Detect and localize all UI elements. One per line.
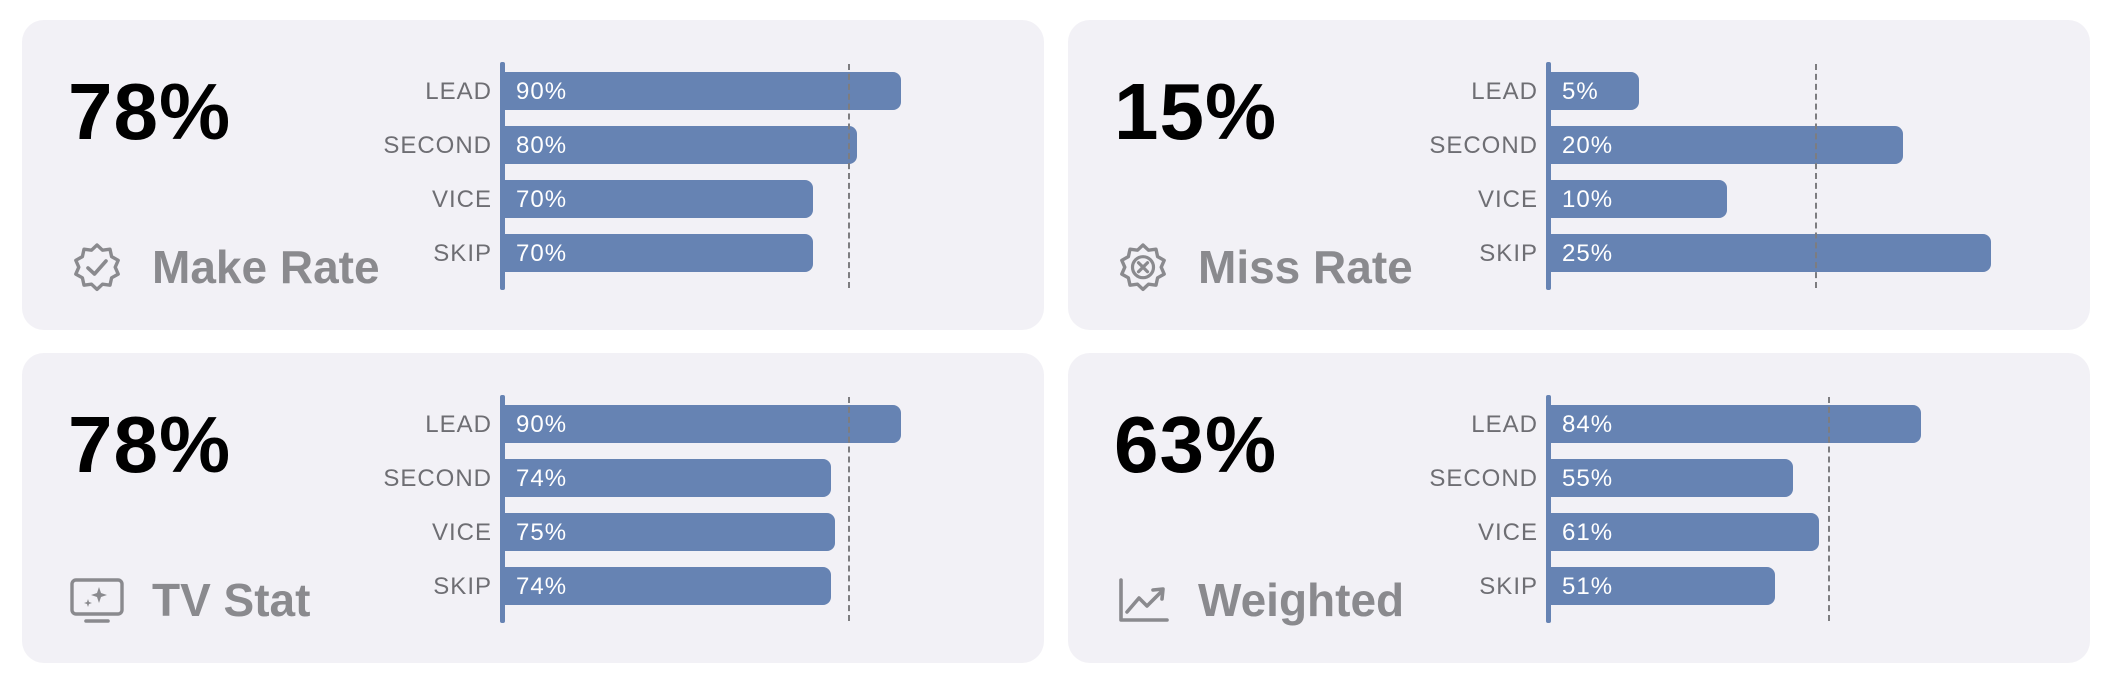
bar-second [1551, 126, 1903, 164]
stat-card-miss-rate: 15% Miss Rate LEAD 5% SECOND 20% VICE 10% SKIP… [1068, 20, 2090, 330]
category-label: VICE [431, 186, 492, 213]
bar-skip [1551, 567, 1776, 605]
category-label: SECOND [383, 465, 492, 492]
category-label: SECOND [1429, 132, 1538, 159]
stat-card-tv-stat: 78% TV Stat LEAD 90% SECOND 74% VICE 75% SKIP 7… [22, 353, 1044, 663]
stat-label-text: Miss Rate [1198, 241, 1413, 293]
stat-label: TV Stat [68, 571, 310, 629]
chart-axis [1546, 395, 1551, 623]
category-label: VICE [1477, 519, 1538, 546]
category-label: LEAD [425, 411, 492, 438]
category-label: SECOND [383, 132, 492, 159]
bar-value-label: 75% [516, 519, 568, 546]
xmark-seal-icon [1114, 238, 1172, 296]
category-label: LEAD [1471, 78, 1538, 105]
bar-lead [505, 72, 901, 110]
headline-value: 63% [1114, 400, 1278, 489]
bar-second [1551, 459, 1793, 497]
bar-value-label: 25% [1562, 240, 1614, 267]
bar-chart: LEAD 90% SECOND 80% VICE 70% SKIP 70% [322, 62, 1022, 292]
bar-vice [1551, 180, 1727, 218]
category-label: SKIP [1479, 240, 1538, 267]
stat-label-text: Weighted [1198, 574, 1405, 626]
bar-skip [505, 234, 813, 272]
stat-label: Weighted [1114, 571, 1404, 629]
chart-axis [500, 62, 505, 290]
bar-second [505, 459, 831, 497]
average-reference-line [1815, 64, 1817, 288]
bar-value-label: 90% [516, 78, 568, 105]
chart-axis [1546, 62, 1551, 290]
category-label: SKIP [1479, 573, 1538, 600]
stat-label: Make Rate [68, 238, 380, 296]
category-label: SKIP [433, 240, 492, 267]
bar-value-label: 5% [1562, 78, 1599, 105]
bar-skip [1551, 234, 1991, 272]
bar-value-label: 70% [516, 186, 568, 213]
stat-card-weighted: 63% Weighted LEAD 84% SECOND 55% VICE 61% SKIP… [1068, 353, 2090, 663]
category-label: LEAD [425, 78, 492, 105]
bar-vice [505, 180, 813, 218]
bar-value-label: 74% [516, 573, 568, 600]
category-label: SKIP [433, 573, 492, 600]
bar-vice [505, 513, 835, 551]
bar-value-label: 10% [1562, 186, 1614, 213]
stat-label: Miss Rate [1114, 238, 1413, 296]
headline-value: 15% [1114, 67, 1278, 156]
stat-card-make-rate: 78% Make Rate LEAD 90% SECOND 80% VICE 70% SKI… [22, 20, 1044, 330]
bar-value-label: 90% [516, 411, 568, 438]
bar-value-label: 20% [1562, 132, 1614, 159]
bar-lead [505, 405, 901, 443]
tv-sparkle-icon [68, 571, 126, 629]
bar-chart: LEAD 5% SECOND 20% VICE 10% SKIP 25% [1368, 62, 2068, 292]
bar-value-label: 84% [1562, 411, 1614, 438]
bar-value-label: 51% [1562, 573, 1614, 600]
bar-second [505, 126, 857, 164]
bar-lead [1551, 72, 1639, 110]
category-label: SECOND [1429, 465, 1538, 492]
stat-label-text: Make Rate [152, 241, 380, 293]
headline-value: 78% [68, 400, 232, 489]
bar-chart: LEAD 90% SECOND 74% VICE 75% SKIP 74% [322, 395, 1022, 625]
bar-value-label: 70% [516, 240, 568, 267]
headline-value: 78% [68, 67, 232, 156]
bar-vice [1551, 513, 1820, 551]
average-reference-line [848, 64, 851, 288]
category-label: LEAD [1471, 411, 1538, 438]
category-label: VICE [431, 519, 492, 546]
bar-lead [1551, 405, 1921, 443]
chart-axis [500, 395, 505, 623]
checkmark-seal-icon [68, 238, 126, 296]
line-chart-icon [1114, 571, 1172, 629]
average-reference-line [1828, 397, 1831, 621]
average-reference-line [848, 397, 851, 621]
stat-label-text: TV Stat [152, 574, 311, 626]
bar-value-label: 80% [516, 132, 568, 159]
bar-skip [505, 567, 831, 605]
bar-chart: LEAD 84% SECOND 55% VICE 61% SKIP 51% [1368, 395, 2068, 625]
bar-value-label: 61% [1562, 519, 1614, 546]
category-label: VICE [1477, 186, 1538, 213]
bar-value-label: 74% [516, 465, 568, 492]
bar-value-label: 55% [1562, 465, 1614, 492]
